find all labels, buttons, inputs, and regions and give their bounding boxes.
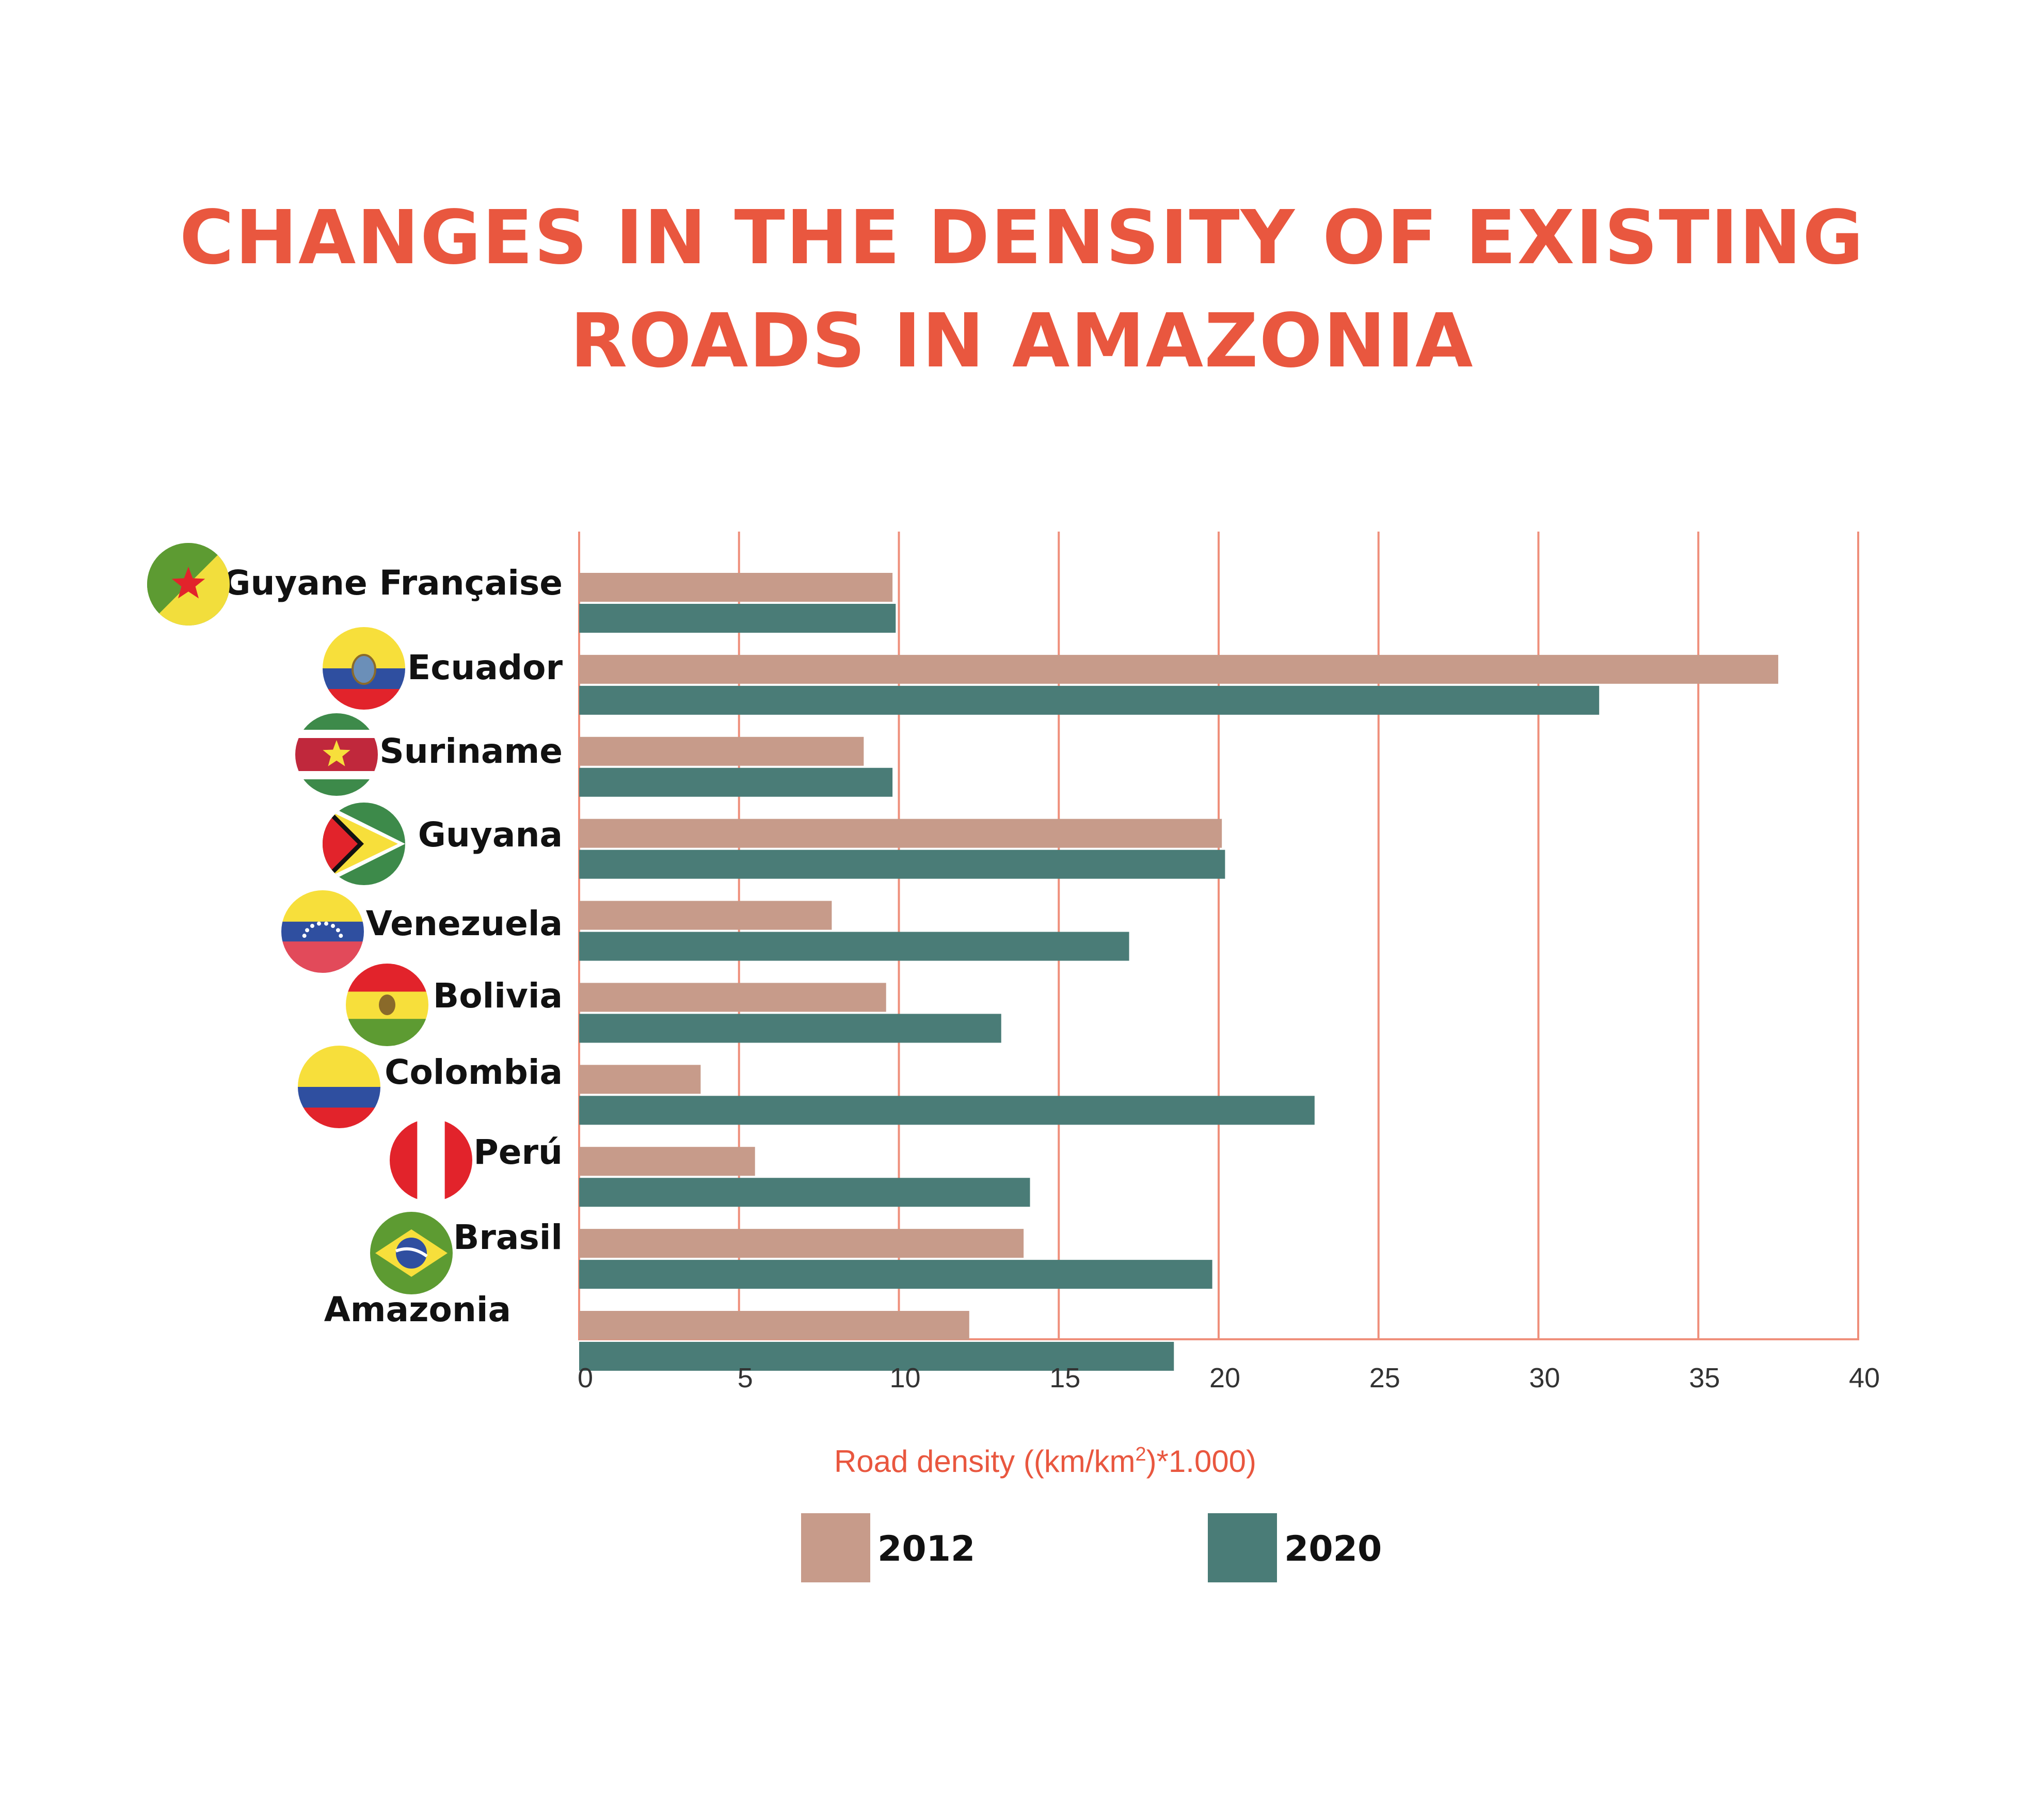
flag-band	[395, 1247, 428, 1258]
bar-2012	[579, 1147, 755, 1176]
flag-emblem	[379, 995, 395, 1015]
bar-2012	[579, 1065, 701, 1094]
venezuela-flag-icon	[281, 890, 364, 973]
x-tick-label: 30	[1529, 1363, 1560, 1393]
category-label: Venezuela	[366, 904, 563, 943]
flag-stripe	[295, 771, 378, 780]
suriname-flag-icon	[295, 713, 378, 796]
flag-star	[331, 924, 336, 928]
category-label: Suriname	[379, 731, 563, 771]
bar-2012	[579, 654, 1779, 684]
flag-stripe	[323, 689, 405, 710]
flag-stripe	[281, 890, 364, 922]
flag-stripe	[295, 713, 378, 730]
bar-2012	[579, 983, 886, 1012]
x-axis-title: Road density ((km/km2)*1.000)	[834, 1444, 1256, 1479]
bar-2020	[579, 1014, 1001, 1043]
chart-title-line-2: ROADS IN AMAZONIA	[570, 297, 1474, 384]
flag-star	[324, 921, 329, 926]
x-tick-label: 15	[1049, 1363, 1080, 1393]
bar-2020	[579, 1342, 1174, 1371]
flag-star	[316, 921, 321, 926]
flag-stripe	[281, 921, 364, 942]
legend-label-2020: 2020	[1284, 1529, 1382, 1569]
flag-stripe	[281, 941, 364, 973]
flag-star	[305, 928, 310, 933]
bar-2020	[579, 1260, 1212, 1289]
flag-stripe	[346, 1019, 428, 1046]
legend-swatch-2012	[801, 1513, 870, 1582]
x-tick-label: 35	[1689, 1363, 1720, 1393]
flag-star	[336, 928, 340, 933]
ecuador-flag-icon	[323, 627, 405, 710]
category-label: Guyana	[418, 815, 563, 855]
legend-swatch-2020	[1208, 1513, 1277, 1582]
flag-stripe	[390, 1119, 418, 1201]
guyana-flag-icon	[323, 803, 405, 885]
flag-star	[310, 924, 314, 928]
bar-2020	[579, 932, 1129, 961]
bar-2020	[579, 1096, 1315, 1125]
flag-star	[339, 934, 343, 938]
bar-2020	[579, 604, 896, 633]
brazil-flag-icon	[370, 1212, 453, 1294]
bar-2020	[579, 850, 1225, 879]
category-label: Perú	[473, 1132, 563, 1172]
category-label: Guyane Française	[222, 563, 563, 603]
bar-2020	[579, 767, 893, 797]
x-tick-label: 0	[578, 1363, 593, 1393]
category-label: Ecuador	[407, 648, 563, 687]
bar-2012	[579, 1311, 969, 1340]
bar-2012	[579, 573, 893, 602]
peru-flag-icon	[390, 1119, 472, 1201]
colombia-flag-icon	[298, 1046, 380, 1128]
bolivia-flag-icon	[346, 964, 428, 1046]
flag-field	[323, 809, 358, 879]
category-label: Bolivia	[433, 976, 563, 1016]
flag-stripe	[346, 964, 428, 992]
flag-stripe	[298, 1087, 380, 1108]
x-tick-label: 25	[1369, 1363, 1400, 1393]
category-labels: Guyane Française Ecuador Suriname Guyana Ven…	[222, 563, 563, 1329]
x-tick-label: 10	[889, 1363, 920, 1393]
x-tick-label: 40	[1849, 1363, 1880, 1393]
flag-stripe	[295, 779, 378, 796]
category-label: Brasil	[453, 1217, 563, 1257]
x-tick-label: 20	[1209, 1363, 1240, 1393]
x-axis-title-suffix: )*1.000)	[1146, 1444, 1256, 1479]
bar-2020	[579, 685, 1600, 715]
legend: 2012 2020	[801, 1513, 1382, 1582]
flag-stripe	[298, 1046, 380, 1087]
flag-emblem	[352, 654, 376, 685]
chart-title-line-1: CHANGES IN THE DENSITY OF EXISTING	[180, 194, 1864, 281]
x-axis-ticks: 0 5 10 15 20 25 30 35 40	[578, 1363, 1880, 1393]
x-axis-title-superscript: 2	[1135, 1444, 1146, 1465]
flag-star	[323, 740, 350, 766]
flag-stripe	[444, 1119, 472, 1201]
flag-star	[302, 934, 307, 938]
bar-2020	[579, 1178, 1030, 1207]
bar-2012	[579, 736, 864, 766]
french-guiana-flag-icon	[147, 543, 230, 626]
bar-2012	[579, 1229, 1024, 1258]
flag-globe	[396, 1238, 427, 1269]
bar-2012	[579, 901, 832, 930]
legend-label-2012: 2012	[877, 1529, 975, 1569]
flag-stripe	[295, 730, 378, 739]
x-tick-label: 5	[738, 1363, 753, 1393]
category-label: Amazonia	[324, 1290, 511, 1329]
category-label: Colombia	[385, 1052, 563, 1092]
flag-star	[171, 567, 205, 599]
bar-2012	[579, 819, 1222, 848]
x-axis-title-prefix: Road density ((km/km	[834, 1444, 1135, 1479]
flag-stripe	[298, 1108, 380, 1128]
bars	[579, 573, 1779, 1371]
